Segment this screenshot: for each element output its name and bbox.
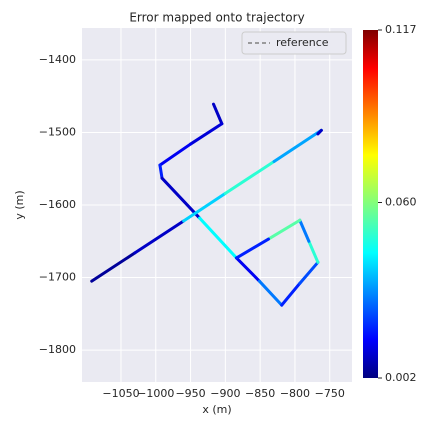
error-segment	[234, 237, 270, 260]
error-segment	[158, 142, 193, 167]
chart-title: Error mapped onto trajectory	[129, 11, 304, 25]
colorbar	[363, 30, 378, 378]
error-segment	[298, 218, 311, 243]
error-segment	[182, 191, 227, 223]
y-tick-label: −1400	[39, 53, 76, 66]
error-segment	[90, 251, 137, 283]
x-axis-label: x (m)	[202, 403, 231, 416]
colorbar-tick-label: 0.060	[385, 195, 417, 208]
legend-label: reference	[276, 36, 329, 49]
y-tick-label: −1500	[39, 125, 76, 138]
error-segment	[223, 159, 276, 195]
error-segment	[189, 122, 224, 146]
colorbar-tick-label: 0.117	[385, 23, 417, 36]
x-tick-label: −850	[245, 387, 275, 400]
y-tick-label: −1800	[39, 343, 76, 356]
x-tick-label: −800	[280, 387, 310, 400]
error-segment	[298, 260, 320, 285]
error-segment	[234, 256, 261, 283]
x-tick-label: −1000	[137, 387, 174, 400]
error-segment	[316, 128, 323, 136]
error-segment	[158, 163, 164, 180]
error-segment	[307, 239, 320, 264]
x-tick-label: −950	[175, 387, 205, 400]
error-segment	[280, 281, 302, 307]
error-segment	[160, 176, 202, 220]
x-tick-label: −750	[315, 387, 345, 400]
error-segment	[198, 216, 238, 260]
colorbar-tick-label: 0.002	[385, 371, 417, 384]
error-segment	[257, 279, 284, 307]
error-segment	[133, 219, 186, 255]
y-tick-label: −1700	[39, 271, 76, 284]
y-axis-label: y (m)	[13, 190, 26, 219]
y-tick-label: −1600	[39, 198, 76, 211]
error-segment	[272, 128, 323, 163]
legend-box	[241, 31, 347, 55]
error-segment	[266, 218, 302, 241]
error-segment	[212, 102, 224, 126]
x-tick-label: −1050	[102, 387, 139, 400]
x-tick-label: −900	[210, 387, 240, 400]
